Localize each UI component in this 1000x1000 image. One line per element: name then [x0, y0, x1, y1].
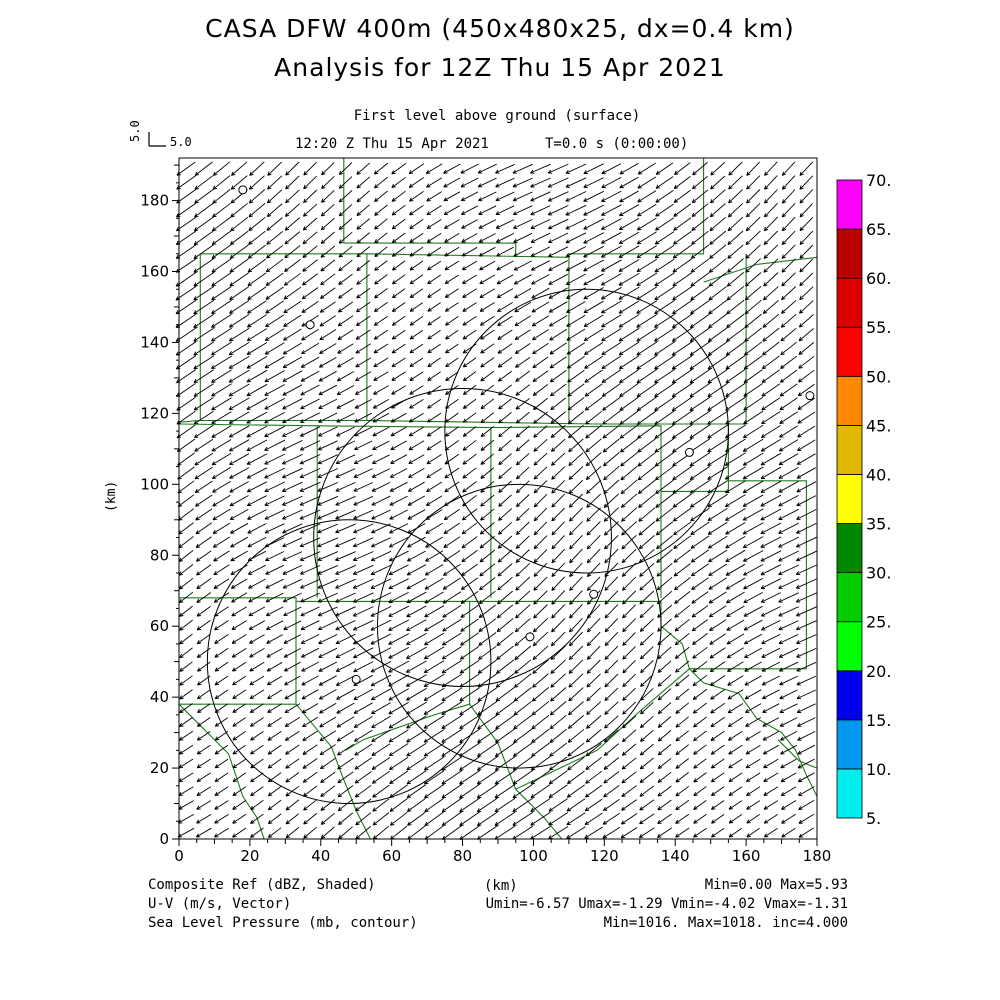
- x-tick-label: 100: [519, 847, 548, 865]
- county-line: [178, 703, 265, 840]
- county-line: [689, 480, 807, 670]
- y-tick-label: 100: [140, 475, 169, 493]
- footer-field-1-stats: Min=0.00 Max=5.93: [704, 877, 848, 893]
- radar-site-marker: [305, 320, 315, 330]
- county-line: [703, 256, 818, 283]
- forecast-time: T=0.0 s (0:00:00): [545, 136, 689, 152]
- radar-site-marker: [351, 674, 361, 684]
- colorbar-segment: [836, 424, 863, 475]
- level-label: First level above ground (surface): [353, 108, 641, 124]
- x-tick-label: 180: [803, 847, 832, 865]
- x-axis-unit: (km): [484, 878, 518, 894]
- county-line: [777, 739, 818, 769]
- title-line-2: Analysis for 12Z Thu 15 Apr 2021: [274, 53, 726, 82]
- y-tick-label: 0: [159, 830, 169, 848]
- footer-field-1: Composite Ref (dBZ, Shaded): [148, 877, 376, 893]
- county-line: [661, 424, 729, 492]
- colorbar-segment: [836, 768, 863, 819]
- vector-key-arrow: [148, 132, 166, 147]
- colorbar-label: 55.: [866, 318, 891, 337]
- y-tick-label: 60: [150, 617, 169, 635]
- county-line: [660, 601, 818, 797]
- county-line: [317, 425, 491, 429]
- colorbar-label: 45.: [866, 416, 891, 435]
- radar-site-marker: [238, 185, 248, 195]
- radar-ring: [444, 288, 729, 574]
- y-tick-label: 140: [140, 333, 169, 351]
- y-tick-label: 40: [150, 688, 169, 706]
- radar-site-marker: [684, 447, 694, 457]
- vector-key-label: 5.0: [170, 135, 192, 149]
- county-line: [515, 668, 690, 790]
- y-tick-label: 20: [150, 759, 169, 777]
- colorbar-segment: [836, 572, 863, 623]
- y-tick-label: 160: [140, 263, 169, 281]
- colorbar-segment: [836, 670, 863, 721]
- county-line: [593, 253, 747, 425]
- wind-vectors: [175, 161, 817, 840]
- colorbar-label: 50.: [866, 367, 891, 386]
- county-line: [200, 158, 705, 258]
- colorbar-label: 20.: [866, 662, 891, 681]
- y-tick-label: 180: [140, 192, 169, 210]
- y-tick-label: 80: [150, 546, 169, 564]
- colorbar-label: 25.: [866, 613, 891, 632]
- x-tick-label: 140: [661, 847, 690, 865]
- x-tick-label: 40: [311, 847, 330, 865]
- footer-field-3-stats: Min=1016. Max=1018. inc=4.000: [603, 915, 848, 931]
- x-tick-label: 120: [590, 847, 619, 865]
- colorbar-label: 65.: [866, 220, 891, 239]
- colorbar-segment: [836, 228, 863, 279]
- colorbar-label: 35.: [866, 515, 891, 534]
- x-axis: 0 20 40 60 80 100 120 140 160 180: [174, 839, 831, 865]
- colorbar-segment: [836, 621, 863, 672]
- colorbar-segment: [836, 375, 863, 426]
- colorbar-label: 10.: [866, 760, 891, 779]
- county-line: [490, 425, 662, 598]
- colorbar-label: 5.: [866, 809, 881, 828]
- valid-time: 12:20 Z Thu 15 Apr 2021: [295, 136, 489, 152]
- colorbar-segment: [836, 719, 863, 770]
- county-line: [295, 703, 371, 840]
- footer-field-3: Sea Level Pressure (mb, contour): [148, 915, 418, 931]
- x-tick-label: 80: [453, 847, 472, 865]
- radar-site-marker: [525, 632, 535, 642]
- colorbar-label: 60.: [866, 269, 891, 288]
- county-lines: [178, 158, 818, 840]
- colorbar-label: 70.: [866, 171, 891, 190]
- x-tick-label: 60: [382, 847, 401, 865]
- y-axis: 0 20 40 60 80 100 120 140 160 180: [140, 164, 179, 848]
- colorbar-segment: [836, 326, 863, 377]
- colorbar-segment: [836, 277, 863, 328]
- footer-field-2: U-V (m/s, Vector): [148, 896, 292, 912]
- radar-rings: [206, 288, 729, 805]
- x-tick-label: 20: [240, 847, 259, 865]
- radar-ring: [376, 483, 662, 769]
- x-tick-label: 160: [732, 847, 761, 865]
- radar-ring: [313, 388, 612, 687]
- colorbar-label: 30.: [866, 564, 891, 583]
- colorbar: 5. 10. 15. 20. 25. 30. 35. 40. 45. 50. 55. 60. 65. 70…: [836, 171, 891, 828]
- radar-sites: [238, 185, 815, 684]
- title-line-1: CASA DFW 400m (450x480x25, dx=0.4 km): [205, 14, 795, 43]
- county-line: [345, 703, 470, 751]
- radar-site-marker: [805, 391, 815, 401]
- y-tick-label: 120: [140, 404, 169, 422]
- county-line: [343, 158, 517, 254]
- colorbar-label: 15.: [866, 711, 891, 730]
- wind-vector-field: [175, 161, 817, 840]
- county-line: [366, 419, 594, 425]
- colorbar-segment: [836, 474, 863, 524]
- county-line: [178, 419, 201, 423]
- x-tick-label: 0: [174, 847, 184, 865]
- colorbar-label: 40.: [866, 465, 891, 484]
- radar-ring: [206, 519, 492, 805]
- radar-site-marker: [589, 589, 599, 599]
- colorbar-segment: [836, 523, 863, 574]
- footer-field-2-stats: Umin=-6.57 Umax=-1.29 Vmin=-4.02 Vmax=-1…: [485, 896, 848, 912]
- colorbar-segment: [836, 179, 863, 230]
